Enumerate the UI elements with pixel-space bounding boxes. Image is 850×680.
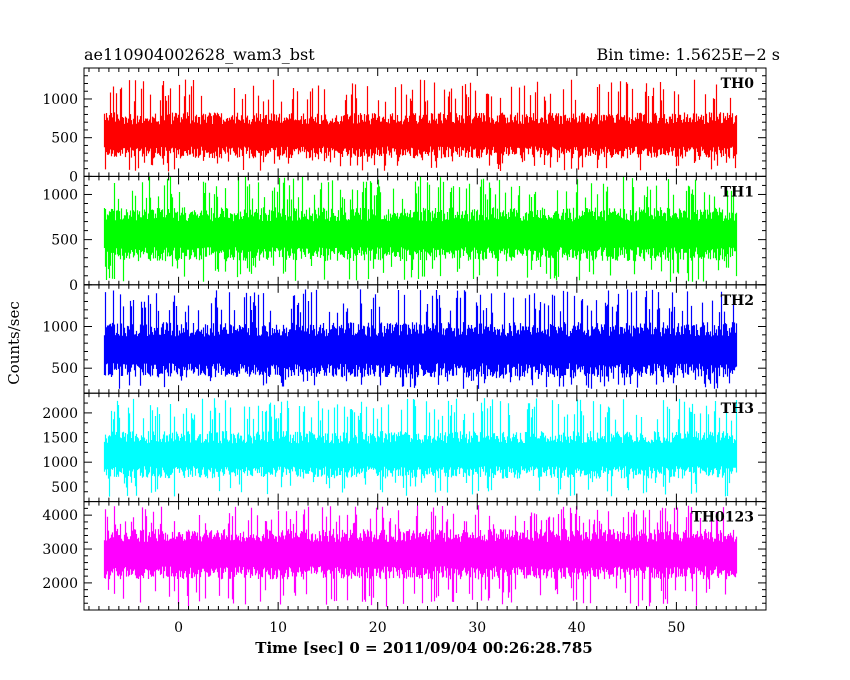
y-tick-label: 2000	[42, 406, 78, 422]
y-tick-label: 500	[51, 361, 78, 377]
series-th0123	[103, 505, 738, 607]
y-tick-label: 3000	[42, 542, 78, 558]
y-tick-label: 1500	[42, 431, 78, 447]
y-axis-label: Counts/sec	[5, 301, 23, 385]
y-tick-label: 1000	[42, 187, 78, 203]
panel-th3: 500 1000 1500 2000 TH3	[42, 392, 767, 503]
y-tick-label: 0	[69, 169, 78, 185]
panel-th1: 0 500 1000 TH1	[42, 175, 767, 294]
panel-th2: 500 1000 TH2	[42, 284, 767, 394]
panel-label: TH3	[721, 401, 754, 417]
y-tick-label: 500	[51, 131, 78, 147]
y-tick-label: 4000	[42, 508, 78, 524]
chart-title-right: Bin time: 1.5625E−2 s	[597, 45, 780, 64]
x-tick-label: 40	[568, 620, 586, 636]
y-tick-label: 1000	[42, 319, 78, 335]
x-tick-label: 30	[468, 620, 486, 636]
y-tick-label: 1000	[42, 92, 78, 108]
series-th3	[103, 398, 738, 497]
series-th2	[103, 289, 738, 389]
x-tick-label: 50	[667, 620, 685, 636]
y-tick-label: 2000	[42, 576, 78, 592]
panel-th0123: 2000 3000 4000 TH0123	[42, 501, 767, 611]
series-th0	[103, 79, 738, 172]
x-axis-label: Time [sec] 0 = 2011/09/04 00:26:28.785	[255, 639, 592, 657]
panel-th0: 0 500 1000 TH0	[42, 67, 767, 185]
panel-label: TH0123	[691, 510, 754, 526]
y-tick-label: 500	[51, 480, 78, 496]
y-tick-label: 1000	[42, 455, 78, 471]
x-tick-label: 10	[269, 620, 287, 636]
x-tick-label: 0	[174, 620, 183, 636]
y-tick-label: 0	[69, 278, 78, 294]
y-tick-label: 500	[51, 233, 78, 249]
panel-label: TH0	[721, 76, 755, 92]
chart-title-left: ae110904002628_wam3_bst	[84, 45, 315, 64]
x-tick-label: 20	[369, 620, 387, 636]
series-th1	[103, 176, 738, 282]
panel-label: TH2	[721, 293, 754, 309]
panel-label: TH1	[721, 184, 754, 200]
x-axis: 0 10 20 30 40 50	[174, 620, 685, 636]
panels-group: 0 500 1000 TH0 0 500 1000 TH1 500 1000 TH2 500 1000 1…	[42, 67, 767, 611]
